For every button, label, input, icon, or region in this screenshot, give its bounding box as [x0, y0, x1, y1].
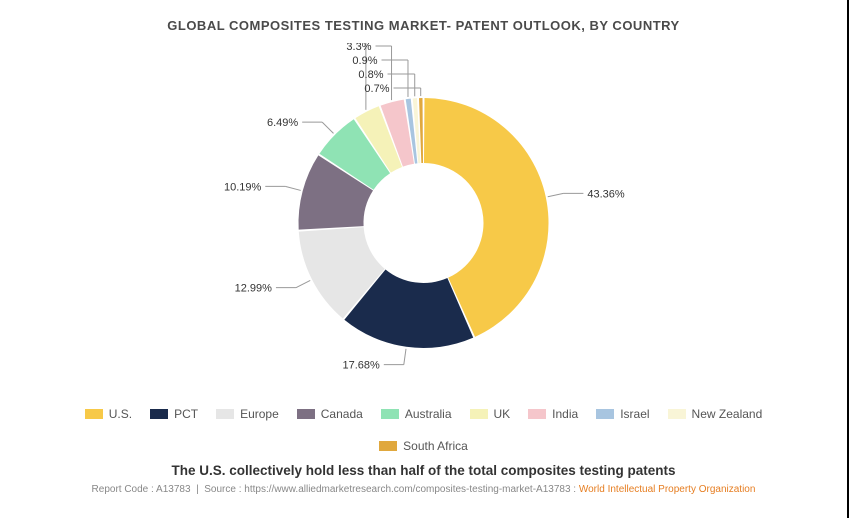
leader-line	[295, 280, 309, 287]
legend-label: South Africa	[403, 439, 468, 453]
report-code: A13783	[156, 484, 190, 495]
legend-label: PCT	[174, 407, 198, 421]
slice-label: 0.9%	[352, 55, 377, 67]
legend-swatch	[216, 409, 234, 419]
leader-line	[322, 122, 333, 133]
report-label: Report Code :	[92, 484, 154, 495]
legend-item: South Africa	[379, 439, 468, 453]
slice-label: 0.7%	[364, 83, 389, 95]
leader-line	[403, 349, 405, 365]
legend-label: Europe	[240, 407, 279, 421]
leader-line	[547, 193, 563, 196]
slice-label: 17.68%	[342, 360, 380, 372]
legend-label: UK	[494, 407, 511, 421]
slice-label: 43.36%	[587, 188, 625, 200]
chart-container: GLOBAL COMPOSITES TESTING MARKET- PATENT…	[0, 0, 849, 518]
donut-chart: 43.36%17.68%12.99%10.19%6.49%3.59%3.3%0.…	[0, 43, 848, 403]
footer: Report Code : A13783 | Source : https://…	[0, 484, 847, 503]
legend-swatch	[379, 441, 397, 451]
legend-item: Israel	[596, 407, 649, 421]
legend-item: Canada	[297, 407, 363, 421]
legend-swatch	[528, 409, 546, 419]
legend-swatch	[297, 409, 315, 419]
legend-swatch	[596, 409, 614, 419]
slice-label: 12.99%	[234, 283, 272, 295]
legend-item: India	[528, 407, 578, 421]
legend-label: Israel	[620, 407, 649, 421]
slice-label: 3.3%	[346, 43, 371, 53]
source-url: https://www.alliedmarketresearch.com/com…	[244, 484, 576, 495]
leader-line	[285, 186, 300, 190]
legend-item: U.S.	[85, 407, 132, 421]
legend-label: Canada	[321, 407, 363, 421]
legend-label: New Zealand	[692, 407, 763, 421]
legend-swatch	[668, 409, 686, 419]
legend-item: Australia	[381, 407, 452, 421]
source-label: Source :	[204, 484, 241, 495]
slice-label: 6.49%	[266, 117, 297, 129]
legend-label: U.S.	[109, 407, 132, 421]
slice-label: 0.8%	[358, 69, 383, 81]
legend-item: Europe	[216, 407, 279, 421]
legend-item: New Zealand	[668, 407, 763, 421]
legend-label: Australia	[405, 407, 452, 421]
legend-swatch	[85, 409, 103, 419]
chart-subtitle: The U.S. collectively hold less than hal…	[0, 453, 847, 484]
source-org: World Intellectual Property Organization	[579, 484, 756, 495]
legend-swatch	[381, 409, 399, 419]
legend-label: India	[552, 407, 578, 421]
legend-item: PCT	[150, 407, 198, 421]
chart-title: GLOBAL COMPOSITES TESTING MARKET- PATENT…	[0, 0, 847, 43]
legend-swatch	[470, 409, 488, 419]
chart-area: 43.36%17.68%12.99%10.19%6.49%3.59%3.3%0.…	[0, 43, 847, 403]
legend-swatch	[150, 409, 168, 419]
slice-label: 10.19%	[223, 181, 261, 193]
legend: U.S. PCT Europe Canada Australia UK India Israe…	[0, 403, 847, 453]
legend-item: UK	[470, 407, 511, 421]
